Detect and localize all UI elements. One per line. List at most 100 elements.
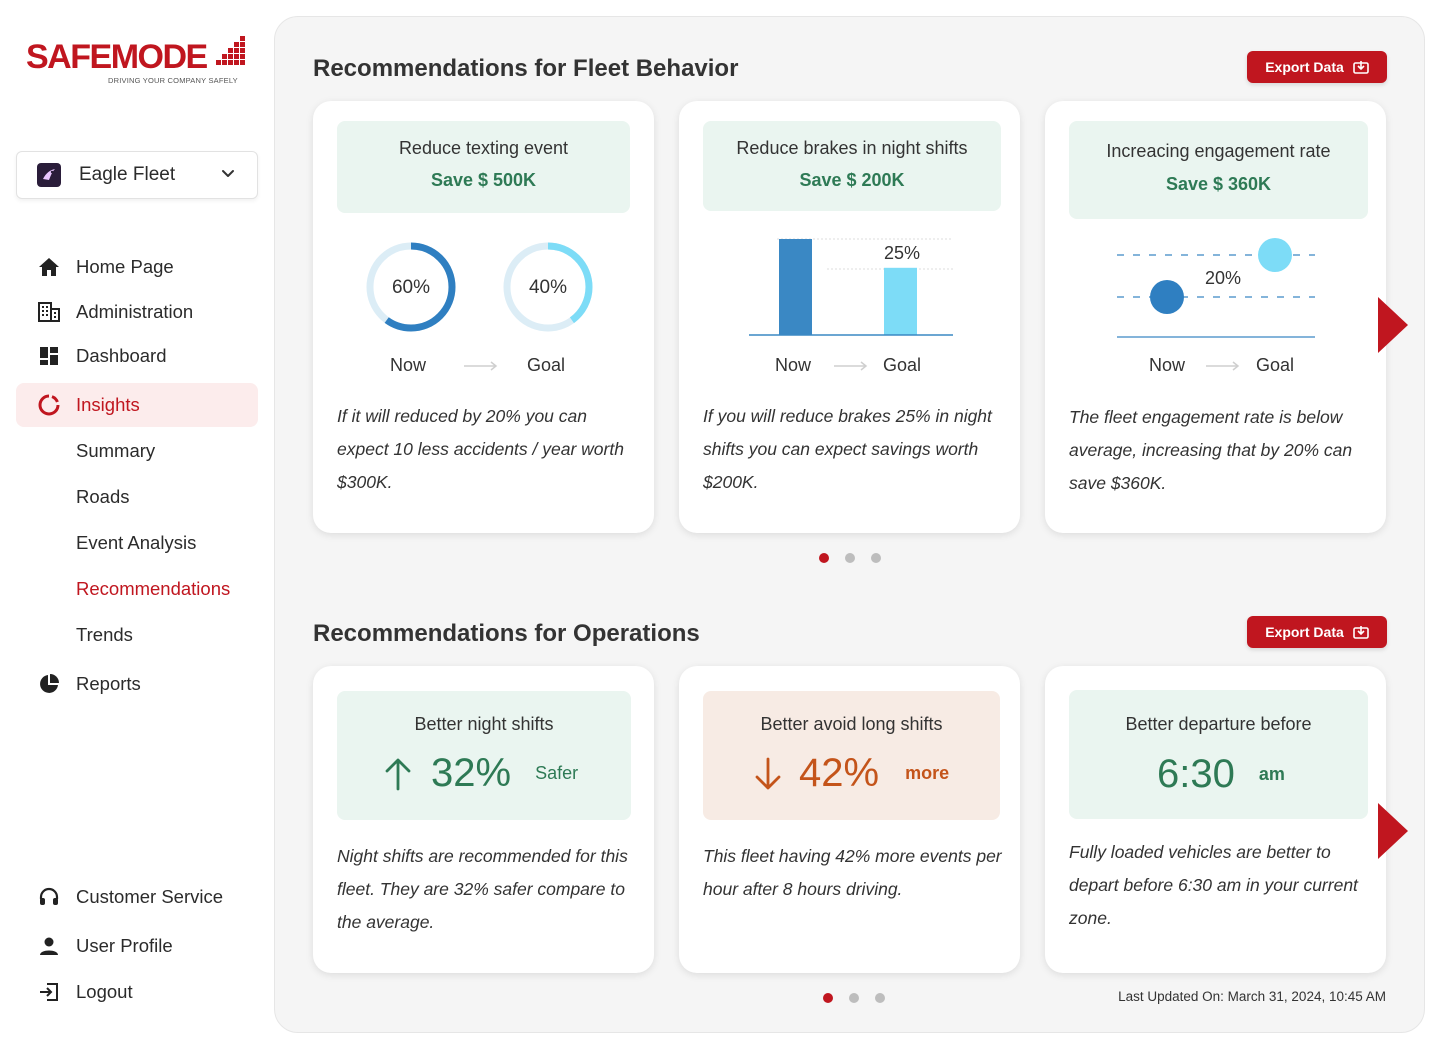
sidebar-item-label: Home Page [76, 256, 174, 277]
now-label: Now [1149, 355, 1186, 375]
pagination-dot[interactable] [875, 993, 885, 1003]
card-description: This fleet having 42% more events per ho… [703, 846, 1002, 899]
pagination-dot[interactable] [823, 993, 833, 1003]
sidebar-item-reports[interactable]: Reports [16, 662, 258, 706]
goal-label: Goal [883, 355, 922, 375]
logo-wordmark: SAFEMODE [26, 38, 208, 76]
goal-donut: 40% [503, 242, 593, 332]
card-savings: Save $ 500K [430, 170, 537, 190]
dashboard-icon [38, 345, 60, 367]
goal-label: Goal [527, 355, 566, 375]
card-header: Increacing engagement rate Save $ 360K [1069, 121, 1368, 219]
card-description: Night shifts are recommended for this fl… [337, 846, 628, 932]
now-donut-label: 60% [392, 277, 430, 298]
card-header: Reduce brakes in night shifts Save $ 200… [703, 121, 1001, 211]
carousel-next-arrow-icon[interactable] [1376, 803, 1410, 859]
card-title: Increacing engagement rate [1106, 141, 1331, 161]
sidebar-item-customer-service[interactable]: Customer Service [16, 875, 258, 919]
sidebar-subitem-recommendations[interactable]: Recommendations [76, 578, 231, 599]
card-title: Better departure before [1125, 714, 1312, 734]
card-savings: Save $ 200K [799, 170, 905, 190]
arrow-right-icon [834, 361, 868, 371]
sidebar-item-user-profile[interactable]: User Profile [16, 924, 258, 968]
diff-label: 20% [1205, 268, 1241, 288]
goal-dot [1258, 238, 1292, 272]
safemode-logo[interactable]: SAFEMODE DRIVING YOUR COMPANY SAFELY [26, 30, 248, 90]
pagination-dot[interactable] [819, 553, 829, 563]
sidebar-item-label: Dashboard [76, 345, 167, 366]
last-updated: Last Updated On: March 31, 2024, 10:45 A… [1118, 989, 1386, 1004]
eagle-icon [43, 169, 55, 180]
sidebar-subitem-roads[interactable]: Roads [76, 486, 130, 507]
arrow-down-icon [755, 757, 781, 789]
metric-unit: Safer [535, 763, 579, 783]
goal-donut-arc [503, 242, 593, 332]
card-title: Reduce brakes in night shifts [736, 138, 968, 158]
card-description: If you will reduce brakes 25% in night s… [703, 406, 992, 492]
now-label: Now [390, 355, 427, 375]
carousel-pagination [819, 553, 881, 563]
operations-card[interactable]: Better avoid long shifts 42% more This f… [679, 666, 1020, 973]
sidebar-subitem-event-analysis[interactable]: Event Analysis [76, 532, 197, 553]
pagination-dot[interactable] [871, 553, 881, 563]
export-data-label: Export Data [1265, 59, 1344, 75]
operations-title: Recommendations for Operations [313, 620, 700, 647]
goal-donut-label: 40% [529, 277, 567, 298]
metric-value: 6:30 [1157, 752, 1235, 796]
export-data-button[interactable]: Export Data [1247, 616, 1387, 648]
goal-bar [884, 267, 917, 335]
recommendation-card[interactable]: Reduce texting event Save $ 500K 60% 40%… [313, 101, 654, 533]
arrow-right-icon [1206, 361, 1240, 371]
sidebar-subitem-trends[interactable]: Trends [76, 624, 133, 645]
operations-card[interactable]: Better night shifts 32% Safer Night shif… [313, 666, 654, 973]
card-header: Better night shifts 32% Safer [337, 691, 631, 820]
card-savings: Save $ 360K [1165, 174, 1272, 194]
headset-icon [38, 886, 60, 908]
metric-value: 32% [431, 751, 512, 795]
building-icon [38, 301, 60, 323]
metric: 42% more [755, 751, 949, 796]
sidebar-item-logout[interactable]: Logout [16, 970, 258, 1014]
card-description: The fleet engagement rate is below avera… [1069, 407, 1353, 493]
arrow-right-icon [464, 361, 498, 371]
logo-grid-icon [216, 36, 246, 66]
sidebar-item-label: Customer Service [76, 886, 224, 907]
sidebar-item-dashboard[interactable]: Dashboard [16, 334, 258, 378]
home-icon [38, 256, 60, 278]
metric: 32% Safer [385, 751, 578, 796]
carousel-next-arrow-icon[interactable] [1376, 297, 1410, 353]
recommendation-card[interactable]: Increacing engagement rate Save $ 360K 2… [1045, 101, 1386, 533]
card-title: Better avoid long shifts [760, 714, 943, 734]
sidebar-subitem-summary[interactable]: Summary [76, 440, 156, 461]
pie-chart-icon [38, 673, 60, 695]
pagination-dot[interactable] [845, 553, 855, 563]
sidebar-item-administration[interactable]: Administration [16, 290, 258, 334]
download-icon [1352, 61, 1369, 74]
fleet-selector[interactable]: Eagle Fleet [16, 151, 258, 199]
user-icon [38, 935, 60, 957]
now-label: Now [775, 355, 812, 375]
sidebar-item-insights[interactable]: Insights [16, 383, 258, 427]
pagination-dot[interactable] [849, 993, 859, 1003]
sidebar-item-label: Administration [76, 301, 194, 322]
engagement-dot-chart: 20% [1117, 238, 1315, 338]
card-description: If it will reduced by 20% you can expect… [337, 406, 624, 492]
carousel-pagination [823, 993, 885, 1003]
arrow-up-icon [385, 758, 411, 790]
now-donut-arc [366, 242, 456, 332]
now-dot [1150, 280, 1184, 314]
fleet-selector-value: Eagle Fleet [79, 164, 176, 185]
fleet-behavior-title: Recommendations for Fleet Behavior [313, 55, 739, 82]
sidebar-item-home[interactable]: Home Page [16, 245, 258, 289]
metric-value: 42% [799, 751, 880, 795]
card-header: Reduce texting event Save $ 500K [337, 121, 630, 213]
download-icon [1352, 626, 1369, 639]
recommendation-card[interactable]: Reduce brakes in night shifts Save $ 200… [679, 101, 1020, 533]
card-header: Better avoid long shifts 42% more [703, 691, 1000, 820]
operations-card[interactable]: Better departure before 6:30 am Fully lo… [1045, 666, 1386, 973]
now-bar [779, 239, 812, 335]
brakes-bar-chart: 25% [749, 238, 953, 336]
diff-label: 25% [884, 243, 920, 263]
sidebar-item-label: Logout [76, 981, 133, 1002]
export-data-button[interactable]: Export Data [1247, 51, 1387, 83]
